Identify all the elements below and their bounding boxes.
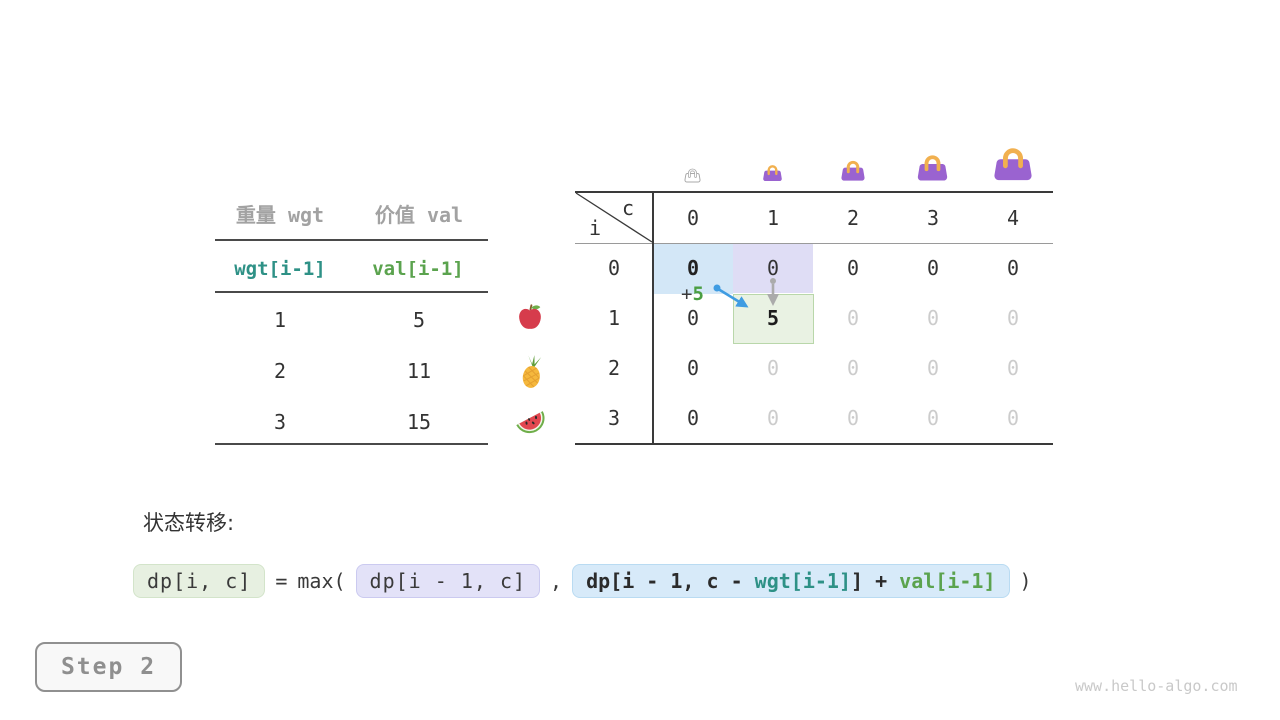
item-2-weight: 2: [273, 359, 287, 383]
formula-max-open: max(: [297, 569, 346, 593]
item-3-weight: 3: [273, 410, 287, 434]
row-header-0: 0: [607, 256, 621, 280]
state-transition-formula: dp[i, c] = max( dp[i - 1, c] , dp[i - 1,…: [133, 561, 1032, 601]
item-1-weight: 1: [273, 308, 287, 332]
dp-cell-1-2: 0: [846, 306, 860, 330]
state-transition-title: 状态转移:: [143, 511, 235, 535]
item-1-value: 5: [412, 308, 426, 332]
dp-cell-1-4: 0: [1006, 306, 1020, 330]
items-table-rule-mid: [215, 291, 488, 293]
dp-cell-1-1: 5: [766, 306, 780, 330]
row-header-3: 3: [607, 406, 621, 430]
col-header-1: 1: [766, 205, 780, 230]
item-3-value: 15: [406, 410, 432, 434]
watermark: www.hello-algo.com: [1075, 677, 1238, 695]
dp-cell-0-4: 0: [1006, 256, 1020, 280]
bag-capacity-3-icon: [916, 152, 949, 186]
row-header-2: 2: [607, 356, 621, 380]
dp-table-bottom-border: [575, 443, 1053, 445]
col-header-3: 3: [926, 205, 940, 230]
bag-capacity-4-icon: [992, 144, 1034, 186]
dp-cell-0-2: 0: [846, 256, 860, 280]
transition-add-value-label: +5: [681, 283, 704, 305]
col-header-0: 0: [686, 205, 700, 230]
col-header-4: 4: [1006, 205, 1020, 230]
dp-cell-2-2: 0: [846, 356, 860, 380]
dp-cell-2-0: 0: [686, 356, 700, 380]
dp-cell-2-4: 0: [1006, 356, 1020, 380]
dp-cell-3-4: 0: [1006, 406, 1020, 430]
items-table-wgt-subheader: wgt[i-1]: [234, 258, 326, 280]
items-table-rule-top: [215, 239, 488, 241]
apple-icon: [515, 302, 545, 336]
dp-cell-3-0: 0: [686, 406, 700, 430]
take-mid: ] +: [851, 569, 900, 593]
dp-cell-2-3: 0: [926, 356, 940, 380]
take-val-term: val[i-1]: [899, 569, 996, 593]
row-axis-label: i: [589, 216, 602, 240]
dp-table-top-border: [575, 191, 1053, 193]
formula-lhs: dp[i, c]: [133, 564, 266, 598]
dp-table-header-rule: [575, 243, 1053, 244]
step-badge: Step 2: [35, 642, 182, 692]
col-header-2: 2: [846, 205, 860, 230]
dp-row-headers: 0 1 2 3: [575, 243, 653, 443]
take-prefix: dp[i - 1, c -: [586, 569, 755, 593]
formula-comma: ,: [550, 569, 563, 593]
dp-table-vertical-rule: [652, 191, 654, 444]
added-value: 5: [692, 283, 704, 305]
dp-cell-3-1: 0: [766, 406, 780, 430]
dp-cell-0-1: 0: [766, 256, 780, 280]
dp-column-headers: 0 1 2 3 4: [653, 192, 1053, 243]
plus-sign: +: [681, 283, 693, 305]
formula-close-paren: ): [1019, 569, 1032, 593]
dp-cell-3-2: 0: [846, 406, 860, 430]
formula-option-skip: dp[i - 1, c]: [355, 564, 541, 598]
dp-cell-1-0: 0: [686, 306, 700, 330]
header-diagonal-divider: [575, 192, 653, 243]
col-axis-label: c: [622, 196, 635, 220]
bag-capacity-1-icon: [762, 163, 783, 186]
formula-option-take: dp[i - 1, c - wgt[i-1]] + val[i-1]: [572, 564, 1010, 598]
dp-cell-1-3: 0: [926, 306, 940, 330]
dp-cell-0-3: 0: [926, 256, 940, 280]
dp-cell-0-0: 0: [686, 256, 700, 280]
bag-capacity-2-icon: [840, 158, 866, 186]
formula-equals: =: [275, 569, 288, 593]
row-header-1: 1: [607, 306, 621, 330]
items-table-weight-header: 重量 wgt: [235, 203, 325, 227]
empty-bag-icon: [684, 167, 701, 187]
dp-cell-2-1: 0: [766, 356, 780, 380]
dp-cell-grid: 0 0 0 0 0 0 5 0 0 0 0 0 0 0 0 0 0 0 0 0: [653, 243, 1053, 443]
items-table-rule-bottom: [215, 443, 488, 445]
dp-cell-3-3: 0: [926, 406, 940, 430]
items-table-val-subheader: val[i-1]: [372, 258, 464, 280]
item-2-value: 11: [406, 359, 432, 383]
take-wgt-term: wgt[i-1]: [754, 569, 851, 593]
watermelon-icon: [512, 404, 548, 442]
pineapple-icon: [516, 354, 548, 394]
items-table-value-header: 价值 val: [374, 203, 464, 227]
